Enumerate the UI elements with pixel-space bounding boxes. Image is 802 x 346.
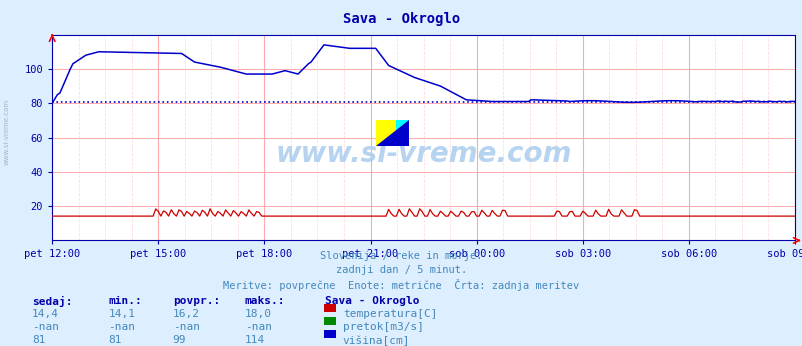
Text: www.si-vreme.com: www.si-vreme.com [3, 98, 10, 165]
Text: 14,1: 14,1 [108, 309, 136, 319]
Text: 14,4: 14,4 [32, 309, 59, 319]
Text: pretok[m3/s]: pretok[m3/s] [342, 322, 423, 332]
Bar [396, 120, 408, 146]
Text: Sava - Okroglo: Sava - Okroglo [325, 296, 419, 306]
Text: -nan: -nan [32, 322, 59, 332]
Text: www.si-vreme.com: www.si-vreme.com [275, 140, 571, 168]
Text: Sava - Okroglo: Sava - Okroglo [342, 12, 460, 26]
Text: sedaj:: sedaj: [32, 296, 72, 307]
Text: 18,0: 18,0 [245, 309, 272, 319]
Text: min.:: min.: [108, 296, 142, 306]
Text: povpr.:: povpr.: [172, 296, 220, 306]
Bar [375, 120, 396, 146]
Text: 114: 114 [245, 335, 265, 345]
Text: -nan: -nan [108, 322, 136, 332]
Text: temperatura[C]: temperatura[C] [342, 309, 437, 319]
Text: 81: 81 [108, 335, 122, 345]
Text: -nan: -nan [245, 322, 272, 332]
Text: višina[cm]: višina[cm] [342, 335, 410, 346]
Text: Meritve: povprečne  Enote: metrične  Črta: zadnja meritev: Meritve: povprečne Enote: metrične Črta:… [223, 279, 579, 291]
Text: -nan: -nan [172, 322, 200, 332]
Text: 99: 99 [172, 335, 186, 345]
Polygon shape [375, 120, 408, 146]
Text: 16,2: 16,2 [172, 309, 200, 319]
Text: zadnji dan / 5 minut.: zadnji dan / 5 minut. [335, 265, 467, 275]
Text: maks.:: maks.: [245, 296, 285, 306]
Text: 81: 81 [32, 335, 46, 345]
Text: Slovenija / reke in morje.: Slovenija / reke in morje. [320, 251, 482, 261]
